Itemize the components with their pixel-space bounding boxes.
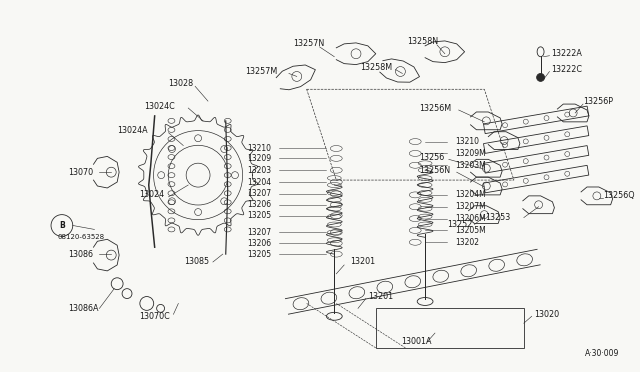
Text: 13257N: 13257N	[293, 39, 324, 48]
Text: 13256P: 13256P	[583, 97, 613, 106]
Text: 13024C: 13024C	[144, 102, 175, 110]
Text: 13086: 13086	[68, 250, 93, 259]
Text: 13253: 13253	[485, 213, 511, 222]
Text: 13028: 13028	[168, 79, 194, 88]
Text: 13209M: 13209M	[454, 149, 486, 158]
Text: A·30‧009: A·30‧009	[585, 349, 620, 358]
Text: 13207: 13207	[248, 189, 271, 198]
Text: 13203: 13203	[248, 166, 271, 175]
Text: 13024: 13024	[139, 190, 164, 199]
Text: 13258N: 13258N	[407, 38, 438, 46]
Text: 13206M: 13206M	[454, 214, 486, 223]
Text: 13206: 13206	[248, 200, 271, 209]
Text: 13205M: 13205M	[454, 226, 486, 235]
Text: 13201: 13201	[350, 257, 375, 266]
Text: 13222A: 13222A	[552, 49, 582, 58]
Text: 13085: 13085	[184, 257, 209, 266]
Circle shape	[537, 74, 545, 81]
Text: 13256M: 13256M	[419, 103, 451, 112]
Text: 13207: 13207	[248, 228, 271, 237]
Text: 13205: 13205	[248, 211, 271, 220]
Text: 13256N: 13256N	[419, 166, 451, 175]
Text: 13070C: 13070C	[139, 312, 170, 321]
Text: B: B	[59, 221, 65, 230]
Text: 13201: 13201	[368, 292, 393, 301]
Text: 13204M: 13204M	[454, 190, 486, 199]
Text: 13206: 13206	[248, 239, 271, 248]
Text: 13256Q: 13256Q	[603, 191, 634, 201]
Text: 13222C: 13222C	[552, 65, 582, 74]
Bar	[376, 308, 524, 348]
Text: 13210: 13210	[248, 144, 271, 153]
Text: 13257M: 13257M	[246, 67, 278, 76]
Text: 13207M: 13207M	[454, 202, 486, 211]
Text: 13256: 13256	[419, 153, 444, 162]
Text: 13001A: 13001A	[401, 337, 432, 346]
Text: 13204: 13204	[248, 177, 271, 186]
Text: 13070: 13070	[68, 168, 93, 177]
Text: 13205: 13205	[248, 250, 271, 259]
Text: 13203M: 13203M	[454, 161, 486, 170]
Text: 13209: 13209	[248, 154, 271, 163]
Text: 08120-63528: 08120-63528	[58, 234, 105, 240]
Text: 13210: 13210	[454, 137, 479, 146]
Text: 13258M: 13258M	[360, 63, 392, 72]
Text: 13252: 13252	[447, 220, 472, 229]
Text: 13202: 13202	[454, 238, 479, 247]
Text: 13020: 13020	[534, 310, 559, 319]
Text: 13086A: 13086A	[68, 304, 99, 313]
Text: 13024A: 13024A	[117, 126, 148, 135]
